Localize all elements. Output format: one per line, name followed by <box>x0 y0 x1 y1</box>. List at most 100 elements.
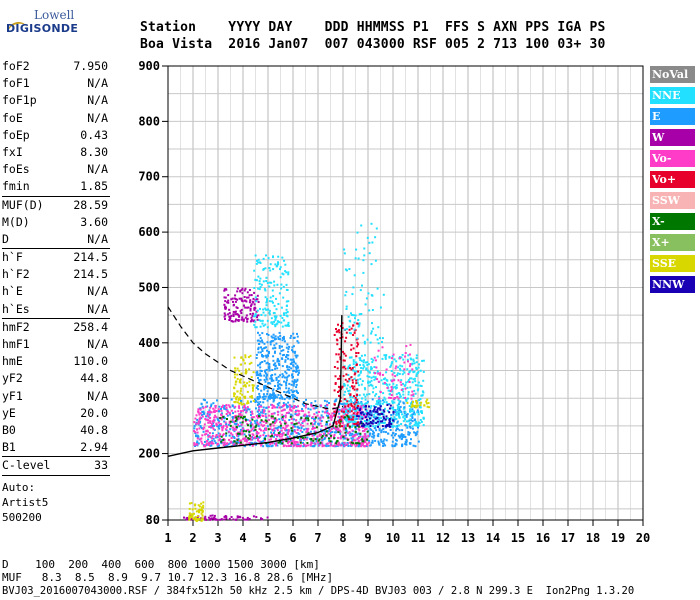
echo-point <box>375 227 378 230</box>
echo-point <box>348 356 351 359</box>
echo-point <box>261 414 264 417</box>
echo-point <box>343 248 346 251</box>
echo-point <box>338 412 341 415</box>
echo-point <box>197 422 200 425</box>
echo-point <box>401 429 404 432</box>
echo-point <box>378 397 381 400</box>
echo-point <box>371 322 373 325</box>
echo-point <box>302 436 304 439</box>
echo-point <box>211 514 214 517</box>
echo-point <box>302 445 305 448</box>
echo-point <box>244 407 247 410</box>
echo-point <box>294 413 297 416</box>
echo-point <box>276 367 279 370</box>
echo-point <box>219 433 222 436</box>
echo-point <box>391 361 394 363</box>
echo-point <box>272 435 275 438</box>
echo-point <box>197 435 200 438</box>
echo-point <box>278 433 280 436</box>
echo-point <box>361 411 364 414</box>
echo-point <box>262 429 265 432</box>
echo-point <box>334 427 337 430</box>
echo-point <box>249 441 252 444</box>
echo-point <box>281 373 284 376</box>
echo-point <box>257 439 259 442</box>
echo-point <box>220 442 223 445</box>
echo-point <box>282 296 285 299</box>
echo-point <box>267 428 270 431</box>
echo-point <box>240 297 243 300</box>
echo-point <box>350 437 353 440</box>
echo-point <box>415 424 418 427</box>
echo-point <box>294 354 297 357</box>
echo-point <box>256 397 259 400</box>
echo-point <box>367 292 370 295</box>
param-name: foF1 <box>2 76 30 91</box>
echo-point <box>337 444 340 447</box>
echo-point <box>240 308 243 311</box>
echo-point <box>234 300 237 303</box>
echo-point <box>282 337 285 340</box>
echo-point <box>259 319 262 322</box>
echo-point <box>257 377 259 379</box>
echo-point <box>253 307 256 310</box>
echo-point <box>246 423 249 425</box>
echo-point <box>292 358 295 361</box>
echo-point <box>195 422 198 425</box>
echo-cluster-sse <box>406 398 431 409</box>
echo-point <box>305 431 308 434</box>
echo-point <box>364 398 367 401</box>
echo-point <box>397 397 400 400</box>
echo-point <box>230 432 232 435</box>
echo-point <box>295 383 298 386</box>
echo-point <box>368 371 371 374</box>
echo-point <box>213 428 216 431</box>
echo-point <box>223 312 226 315</box>
echo-point <box>398 393 401 396</box>
echo-point <box>272 429 274 432</box>
echo-point <box>366 236 369 239</box>
echo-point <box>344 354 347 357</box>
echo-point <box>287 321 290 324</box>
echo-point <box>241 299 244 302</box>
echo-point <box>302 401 305 403</box>
echo-point <box>411 420 414 423</box>
echo-point <box>354 426 357 429</box>
echo-point <box>327 415 329 417</box>
echo-point <box>204 405 207 408</box>
echo-point <box>272 394 275 397</box>
echo-point <box>295 419 298 422</box>
echo-point <box>369 341 372 344</box>
echo-point <box>285 324 288 327</box>
echo-point <box>266 282 269 284</box>
echo-point <box>380 379 383 382</box>
echo-point <box>382 415 385 418</box>
echo-point <box>293 440 296 443</box>
echo-point <box>288 444 291 447</box>
echo-point <box>425 402 428 405</box>
echo-point <box>260 374 263 377</box>
echo-point <box>292 376 294 378</box>
echo-point <box>385 368 388 371</box>
echo-point <box>391 407 394 410</box>
echo-point <box>256 421 259 424</box>
echo-point <box>268 367 271 370</box>
echo-point <box>357 415 360 418</box>
echo-point <box>248 419 251 422</box>
echo-point <box>277 441 280 444</box>
echo-point <box>224 428 227 431</box>
echo-point <box>254 401 257 403</box>
echo-point <box>415 405 418 408</box>
echo-point <box>337 431 340 434</box>
echo-point <box>193 442 196 445</box>
echo-point <box>291 431 294 434</box>
echo-point <box>401 365 404 368</box>
echo-point <box>196 516 199 519</box>
echo-point <box>391 379 394 382</box>
echo-point <box>231 297 234 300</box>
echo-point <box>355 433 358 436</box>
echo-point <box>333 437 336 440</box>
echo-point <box>287 354 290 357</box>
echo-point <box>353 274 356 277</box>
echo-point <box>413 411 416 414</box>
